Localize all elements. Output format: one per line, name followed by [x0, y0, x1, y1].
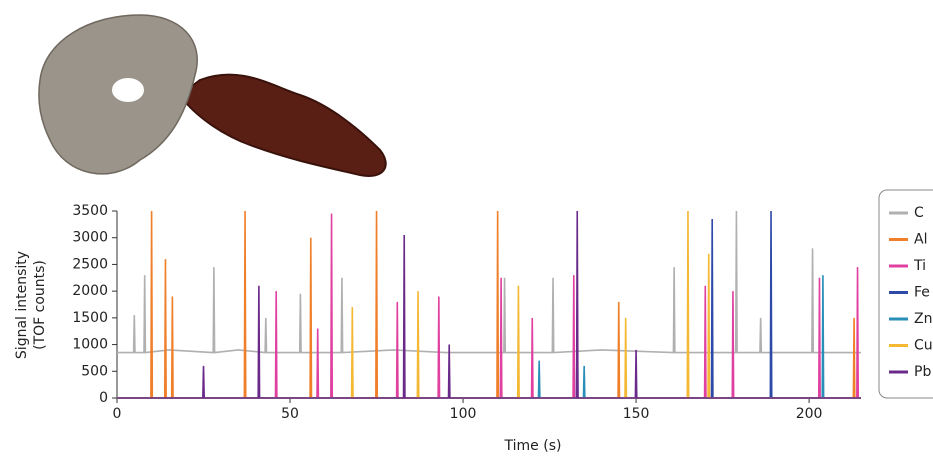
legend-label: C — [914, 205, 924, 221]
series-line — [117, 210, 861, 399]
legend-label: Cu — [914, 338, 933, 354]
legend-label: Zn — [914, 311, 932, 327]
y-tick-label: 2500 — [72, 256, 108, 272]
series-line — [117, 210, 861, 399]
series-line — [117, 210, 861, 354]
x-axis-label: Time (s) — [504, 438, 562, 454]
x-tick-label: 200 — [796, 406, 823, 422]
y-tick-label: 2000 — [72, 283, 108, 299]
x-tick-label: 50 — [281, 406, 299, 422]
y-tick-label: 3500 — [72, 203, 108, 219]
legend-label: Al — [914, 232, 927, 248]
y-tick-label: 500 — [81, 363, 108, 379]
dark-fragment — [178, 73, 387, 177]
y-axis-label: (TOF counts) — [32, 260, 48, 350]
legend-label: Pb — [914, 364, 931, 380]
specimen-photo — [38, 14, 387, 177]
y-tick-label: 0 — [99, 390, 108, 406]
y-axis-label: Signal intensity — [14, 251, 30, 359]
series-line — [117, 210, 861, 399]
x-tick-label: 0 — [113, 406, 122, 422]
y-tick-label: 1500 — [72, 310, 108, 326]
legend-label: Fe — [914, 285, 930, 301]
legend-label: Ti — [913, 258, 926, 274]
y-tick-label: 1000 — [72, 337, 108, 353]
series-line — [117, 210, 861, 399]
x-tick-label: 150 — [623, 406, 650, 422]
series-line — [117, 275, 861, 399]
series-line — [117, 213, 861, 399]
y-tick-label: 3000 — [72, 230, 108, 246]
ring-hole — [112, 78, 144, 102]
x-tick-label: 100 — [450, 406, 477, 422]
